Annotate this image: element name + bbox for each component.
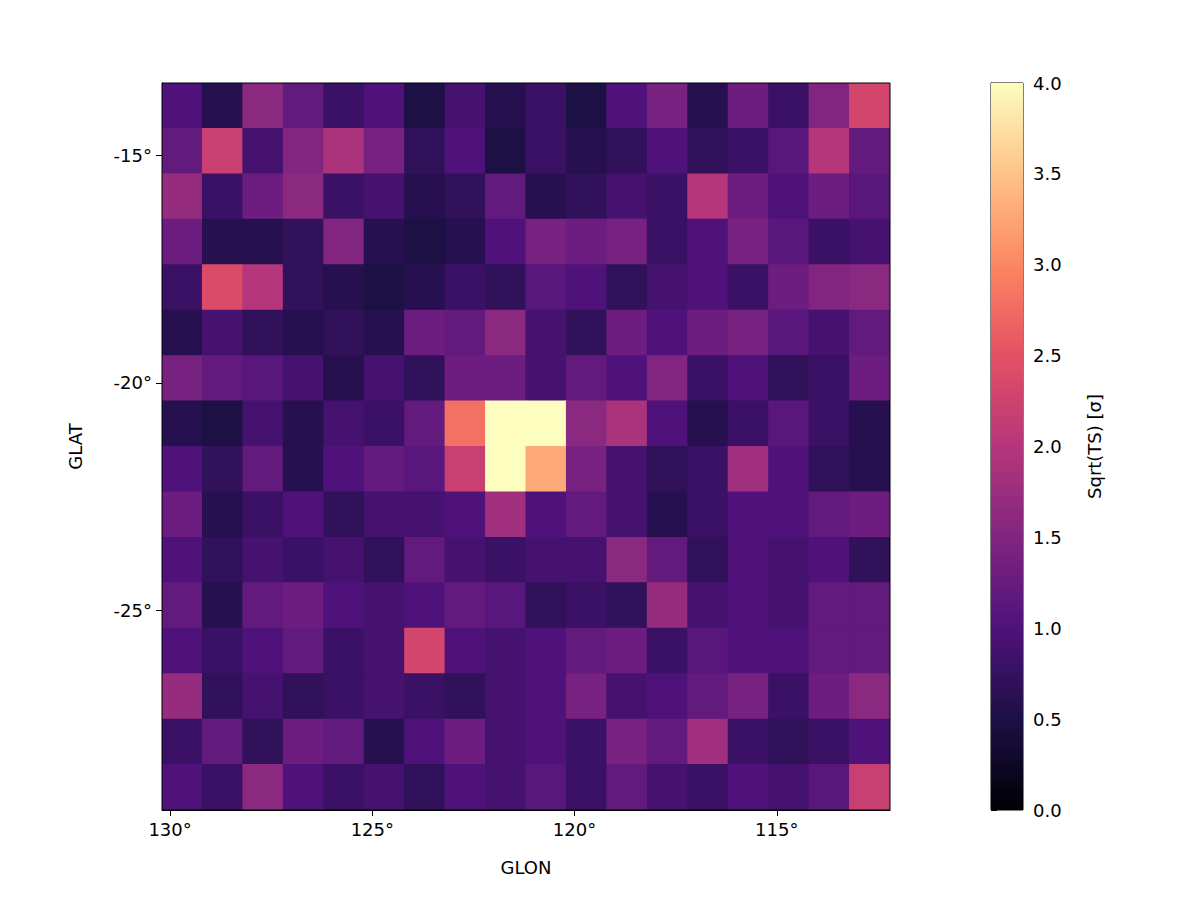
svg-text:GLON: GLON xyxy=(501,857,552,878)
svg-text:-20°: -20° xyxy=(114,372,152,393)
svg-text:4.0: 4.0 xyxy=(1033,73,1062,94)
svg-text:2.0: 2.0 xyxy=(1033,436,1062,457)
svg-text:1.0: 1.0 xyxy=(1033,618,1062,639)
svg-text:GLAT: GLAT xyxy=(65,422,86,469)
svg-text:2.5: 2.5 xyxy=(1033,345,1062,366)
svg-text:0.0: 0.0 xyxy=(1033,800,1062,821)
svg-text:-25°: -25° xyxy=(114,600,152,621)
svg-text:125°: 125° xyxy=(351,819,394,840)
svg-text:0.5: 0.5 xyxy=(1033,709,1062,730)
svg-text:1.5: 1.5 xyxy=(1033,527,1062,548)
svg-text:120°: 120° xyxy=(553,819,596,840)
svg-text:-15°: -15° xyxy=(114,145,152,166)
svg-text:130°: 130° xyxy=(148,819,191,840)
svg-text:115°: 115° xyxy=(755,819,798,840)
svg-text:3.5: 3.5 xyxy=(1033,163,1062,184)
svg-text:Sqrt(TS) [σ]: Sqrt(TS) [σ] xyxy=(1084,394,1105,499)
svg-text:3.0: 3.0 xyxy=(1033,254,1062,275)
